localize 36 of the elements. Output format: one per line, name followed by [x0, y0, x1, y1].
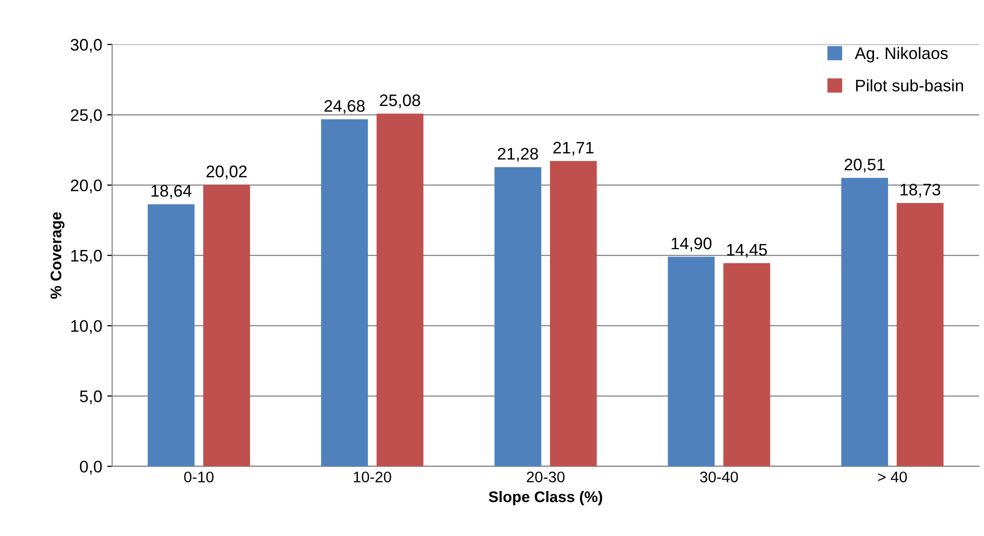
bar — [494, 167, 542, 466]
legend-label: Ag. Nikolaos — [854, 46, 948, 62]
data-label: 20,02 — [206, 166, 247, 180]
x-tick-label: 30-40 — [700, 472, 738, 482]
x-tick-label: 0-10 — [184, 472, 214, 482]
bar — [376, 114, 424, 466]
data-label: 18,64 — [152, 184, 192, 199]
x-tick-label: 20-30 — [526, 472, 565, 482]
bar — [841, 178, 888, 466]
x-tick-label: > 40 — [878, 472, 907, 482]
y-tick-label: 5,0 — [80, 390, 102, 404]
bar — [148, 204, 195, 466]
bar — [550, 161, 597, 466]
data-label: 18,73 — [900, 184, 940, 198]
y-tick-label: 0,0 — [80, 460, 102, 474]
y-tick-label: 10,0 — [71, 320, 102, 334]
data-label: 14,45 — [727, 244, 767, 258]
data-label: 25,08 — [380, 94, 420, 108]
bar — [723, 263, 770, 466]
data-label: 24,68 — [324, 100, 365, 114]
y-tick-label: 20,0 — [70, 180, 102, 194]
y-axis-title: % Coverage — [50, 212, 64, 299]
bar — [668, 256, 715, 466]
data-label: 14,90 — [672, 238, 712, 252]
x-tick-label: 10-20 — [354, 472, 392, 482]
legend-label: Pilot sub-basin — [856, 79, 964, 92]
y-tick-label: 15,0 — [71, 250, 102, 264]
data-label: 20,51 — [844, 158, 885, 172]
bar — [321, 119, 368, 466]
x-axis-title: Slope Class (%) — [488, 490, 602, 506]
bar — [203, 184, 250, 466]
data-label: 21,28 — [498, 148, 538, 162]
y-tick-label: 25,0 — [70, 109, 102, 123]
y-tick-label: 30,0 — [70, 38, 102, 53]
bar — [896, 202, 944, 466]
data-label: 21,71 — [553, 142, 594, 156]
